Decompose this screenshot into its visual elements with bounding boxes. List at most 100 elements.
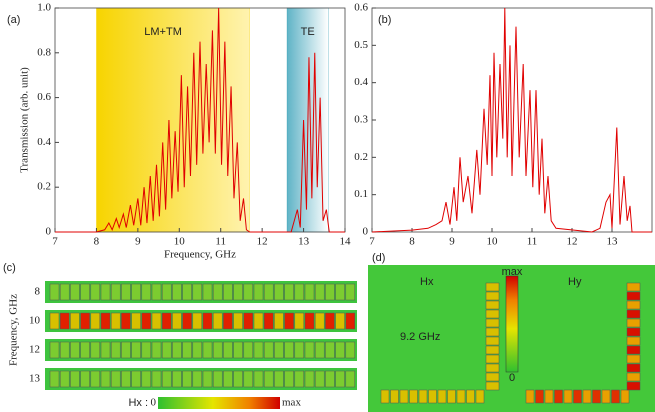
cell [428,389,437,404]
cell [59,341,70,359]
row-label: 12 [29,344,40,356]
cell [131,370,141,388]
cell [100,283,111,301]
cell [202,341,213,359]
y-tick-label: 0.4 [37,136,51,148]
cell [151,341,162,359]
cell [121,341,131,359]
cell [525,389,535,404]
colorbar [505,275,519,373]
cell [466,389,475,404]
cell [447,389,456,404]
y-axis-label: Transmission (arb. unit) [19,67,31,173]
cell [485,327,500,337]
colorbar-title: Hx : [128,397,148,409]
row-label: 13 [29,373,41,385]
cell [49,283,60,301]
cell [335,370,345,388]
cell [243,370,254,388]
cell [243,341,254,359]
cell [314,312,325,330]
cell [161,312,172,330]
cell [161,283,172,301]
cell [626,300,641,310]
cell [172,341,182,359]
cell [59,283,70,301]
x-tick-label: 10 [487,236,499,248]
cell [485,282,500,292]
cell [294,283,305,301]
cell [192,283,203,301]
cell [263,283,274,301]
cell [294,370,305,388]
cell [304,312,315,330]
cell [80,370,90,388]
cell [325,370,335,388]
colorbar-max: max [282,397,301,409]
cell [456,389,466,404]
cell [325,312,335,330]
cell [263,312,274,330]
cell [151,312,162,330]
cell [131,341,141,359]
cell [485,300,500,310]
cell [263,341,274,359]
cell [544,389,554,404]
cell [592,389,601,404]
cell [223,370,233,388]
band-label: TE [301,26,315,38]
cell [485,354,500,364]
y-tick-label: 0.6 [37,91,51,103]
cell [284,341,294,359]
cell [253,370,264,388]
cell [345,283,356,301]
row-label: 8 [35,286,41,298]
cell [223,341,233,359]
cell [212,341,223,359]
cell [294,341,305,359]
cell [100,312,111,330]
cell [335,341,345,359]
cell [345,341,356,359]
x-tick-label: 7 [52,236,58,248]
cell [121,283,131,301]
cell [131,312,141,330]
cell [485,318,500,328]
cell [626,309,641,319]
cell [151,283,162,301]
data-line [55,7,345,233]
cell [325,341,335,359]
plot-frame [54,7,346,233]
x-tick-label: 14 [340,236,352,248]
cell [314,370,325,388]
cell [626,336,641,346]
x-tick-label: 8 [94,236,100,248]
cell [233,283,243,301]
cell [335,283,345,301]
panel-label: (c) [3,262,16,274]
cell [80,283,90,301]
panel-label: (d) [372,252,385,264]
cell [399,389,409,404]
cell [626,291,641,301]
cell [535,389,544,404]
cell [80,312,90,330]
y-tick-label: 1.0 [37,2,51,14]
panel-label: (a) [7,14,20,26]
cell [390,389,399,404]
cell [202,283,213,301]
colorbar-max: max [502,266,523,278]
cell [345,370,356,388]
y-tick-label: 0.2 [37,181,51,193]
cell [70,370,80,388]
x-axis-label: Frequency, GHz [164,249,236,261]
cell [182,370,192,388]
colorbar [158,397,280,409]
x-tick-label: 10 [174,236,186,248]
band [96,7,250,233]
cell [70,283,80,301]
panel-label: (b) [378,14,391,26]
cell [274,312,284,330]
cell [626,318,641,328]
data-line [371,7,652,233]
